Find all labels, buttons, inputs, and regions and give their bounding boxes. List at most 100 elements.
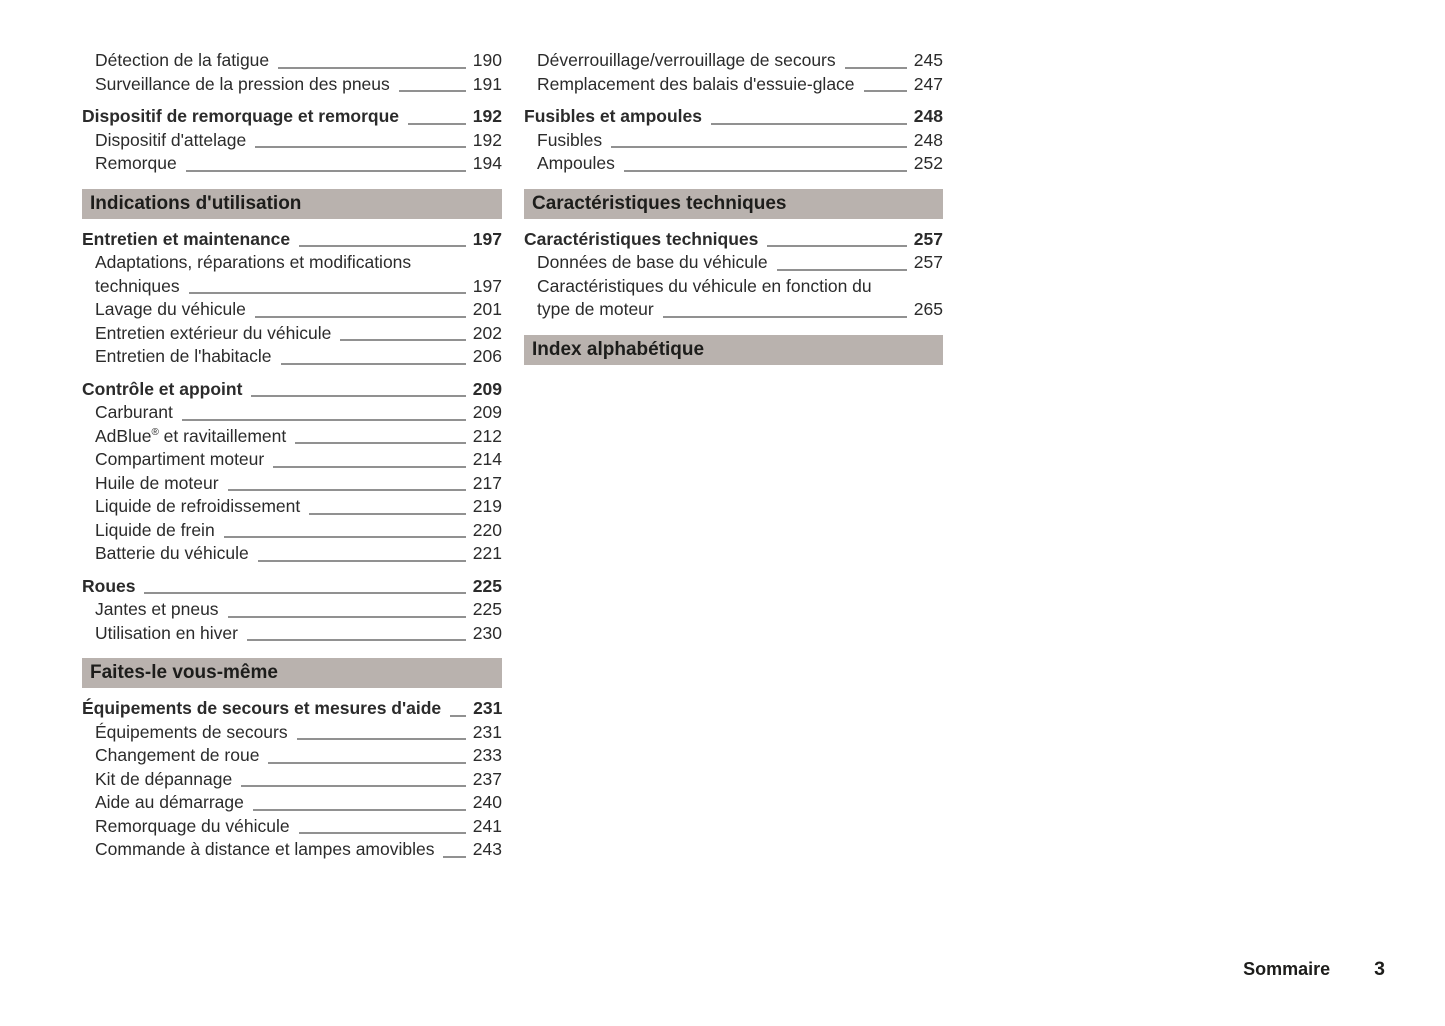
toc-leader-line [309, 512, 466, 515]
toc-entry-page: 257 [913, 228, 943, 249]
toc-entry-label: Liquide de frein [95, 519, 215, 540]
toc-entry: Changement de roue 233 [82, 744, 502, 768]
toc-group: Équipements de secours et mesures d'aide… [82, 697, 502, 862]
toc-entry: Kit de dépannage 237 [82, 768, 502, 792]
toc-entry-row: Commande à distance et lampes amovibles 2… [95, 838, 502, 862]
toc-entry-row: Changement de roue 233 [95, 744, 502, 768]
toc-entry-page: 202 [472, 322, 502, 343]
toc-entry-row: Dispositif de remorquage et remorque 192 [82, 105, 502, 129]
toc-entry-row: Remorquage du véhicule 241 [95, 815, 502, 839]
toc-entry-row: Caractéristiques techniques 257 [524, 228, 943, 252]
toc-entry: Entretien de l'habitacle 206 [82, 345, 502, 369]
toc-entry-label: Huile de moteur [95, 472, 219, 493]
toc-entry: Carburant 209 [82, 401, 502, 425]
toc-entry: Remorque 194 [82, 152, 502, 176]
toc-entry-label: Entretien extérieur du véhicule [95, 322, 332, 343]
toc-entry-label: Roues [82, 575, 136, 596]
toc-entry-row: Contrôle et appoint 209 [82, 378, 502, 402]
toc-group: Fusibles et ampoules 248 Fusibles 248 Ampoul… [524, 105, 943, 176]
toc-entry-page: 243 [472, 839, 502, 859]
toc-entry-label: Remorque [95, 153, 177, 173]
toc-entry: Entretien extérieur du véhicule 202 [82, 322, 502, 346]
toc-entry-page: 245 [913, 50, 943, 70]
toc-group: Dispositif de remorquage et remorque 192 D… [82, 105, 502, 176]
toc-entry-page: 230 [472, 622, 502, 643]
toc-leader-line [296, 738, 466, 740]
toc-entry: Équipements de secours 231 [82, 721, 502, 745]
toc-entry-label: Lavage du véhicule [95, 299, 246, 319]
toc-entry-page: 225 [472, 599, 502, 619]
toc-leader-line [863, 90, 907, 92]
toc-entry-row: Ampoules 252 [537, 152, 943, 176]
toc-entry-label: Fusibles et ampoules [524, 106, 702, 126]
toc-entry: Dispositif de remorquage et remorque 192 [82, 105, 502, 129]
toc-entry-label-line1: Adaptations, réparations et modification… [95, 252, 412, 272]
toc-group: Entretien et maintenance 197 Adaptations, … [82, 228, 502, 369]
toc-leader-line [223, 536, 466, 538]
toc-entry-row: Roues 225 [82, 575, 502, 599]
toc-entry-row: Données de base du véhicule 257 [537, 251, 943, 275]
toc-entry-label: Changement de roue [95, 745, 260, 765]
toc-entry: Remorquage du véhicule 241 [82, 815, 502, 839]
toc-leader-line [710, 122, 907, 125]
toc-entry-page: 201 [472, 299, 502, 319]
toc-entry-label: Remorquage du véhicule [95, 815, 290, 836]
toc-entry: Roues 225 [82, 575, 502, 599]
toc-leader-line [254, 315, 466, 318]
toc-entry-row: Équipements de secours 231 [95, 721, 502, 745]
toc-entry: Caractéristiques du véhicule en fonction… [524, 275, 943, 322]
toc-entry-row: Remplacement des balais d'essuie-glace 24… [537, 73, 943, 97]
toc-entry: Huile de moteur 217 [82, 472, 502, 496]
toc-entry-row: Dispositif d'attelage 192 [95, 129, 502, 153]
toc-entry-label: Surveillance de la pression des pneus [95, 73, 390, 94]
toc-entry-label: Remplacement des balais d'essuie-glace [537, 73, 855, 94]
toc-entry-label: Contrôle et appoint [82, 378, 243, 399]
toc-entry-row: Liquide de frein 220 [95, 519, 502, 543]
toc-entry: Données de base du véhicule 257 [524, 251, 943, 275]
toc-entry-row: Détection de la fatigue 190 [95, 49, 502, 73]
toc-entry: Compartiment moteur 214 [82, 448, 502, 472]
toc-entry-page: 220 [472, 519, 502, 540]
toc-entry-label: Équipements de secours [95, 721, 288, 742]
toc-entry-label: Détection de la fatigue [95, 50, 270, 70]
footer-section-label: Sommaire [1243, 959, 1331, 979]
toc-entry-page: 192 [472, 129, 502, 150]
toc-entry-label: Caractéristiques techniques [524, 228, 759, 249]
toc-entry: Batterie du véhicule 221 [82, 542, 502, 566]
toc-entry-row: Entretien de l'habitacle 206 [95, 345, 502, 369]
toc-entry-row: Équipements de secours et mesures d'aide… [82, 697, 502, 721]
toc-leader-line [623, 169, 907, 172]
toc-entry-label: Aide au démarrage [95, 792, 244, 812]
toc-leader-line [188, 292, 466, 294]
toc-entry-page: 209 [472, 378, 502, 399]
toc-entry: Équipements de secours et mesures d'aide… [82, 697, 502, 721]
toc-entry: Liquide de refroidissement 219 [82, 495, 502, 519]
toc-leader-line [295, 442, 466, 444]
toc-entry-page: 257 [913, 252, 943, 272]
toc-entry: Liquide de frein 220 [82, 519, 502, 543]
toc-entry-page: 221 [472, 543, 502, 563]
toc-entry-label: Dispositif d'attelage [95, 129, 247, 150]
toc-leader-line [611, 146, 907, 148]
toc-entry-row: Entretien et maintenance 197 [82, 228, 502, 252]
toc-entry-label: Kit de dépannage [95, 768, 233, 789]
toc-entry-page: 197 [472, 275, 502, 296]
toc-entry: Fusibles 248 [524, 129, 943, 153]
toc-entry: Caractéristiques techniques 257 [524, 228, 943, 252]
page-footer: Sommaire 3 [1243, 958, 1385, 981]
toc-leader-line [398, 90, 466, 92]
toc-leader-line [227, 615, 466, 618]
toc-leader-line [227, 489, 466, 491]
toc-leader-line [257, 559, 466, 562]
toc-entry-page: 191 [472, 73, 502, 94]
toc-leader-line [298, 832, 466, 834]
toc-entry-page: 231 [472, 721, 502, 742]
toc-entry-label: type de moteur [537, 299, 654, 319]
toc-entry-row: Fusibles et ampoules 248 [524, 105, 943, 129]
toc-entry-label: Batterie du véhicule [95, 543, 249, 563]
toc-entry-label: Entretien de l'habitacle [95, 346, 272, 366]
toc-entry: Fusibles et ampoules 248 [524, 105, 943, 129]
toc-leader-line [280, 362, 466, 365]
toc-entry-page: 219 [472, 496, 502, 516]
toc-entry-page: 240 [472, 792, 502, 812]
